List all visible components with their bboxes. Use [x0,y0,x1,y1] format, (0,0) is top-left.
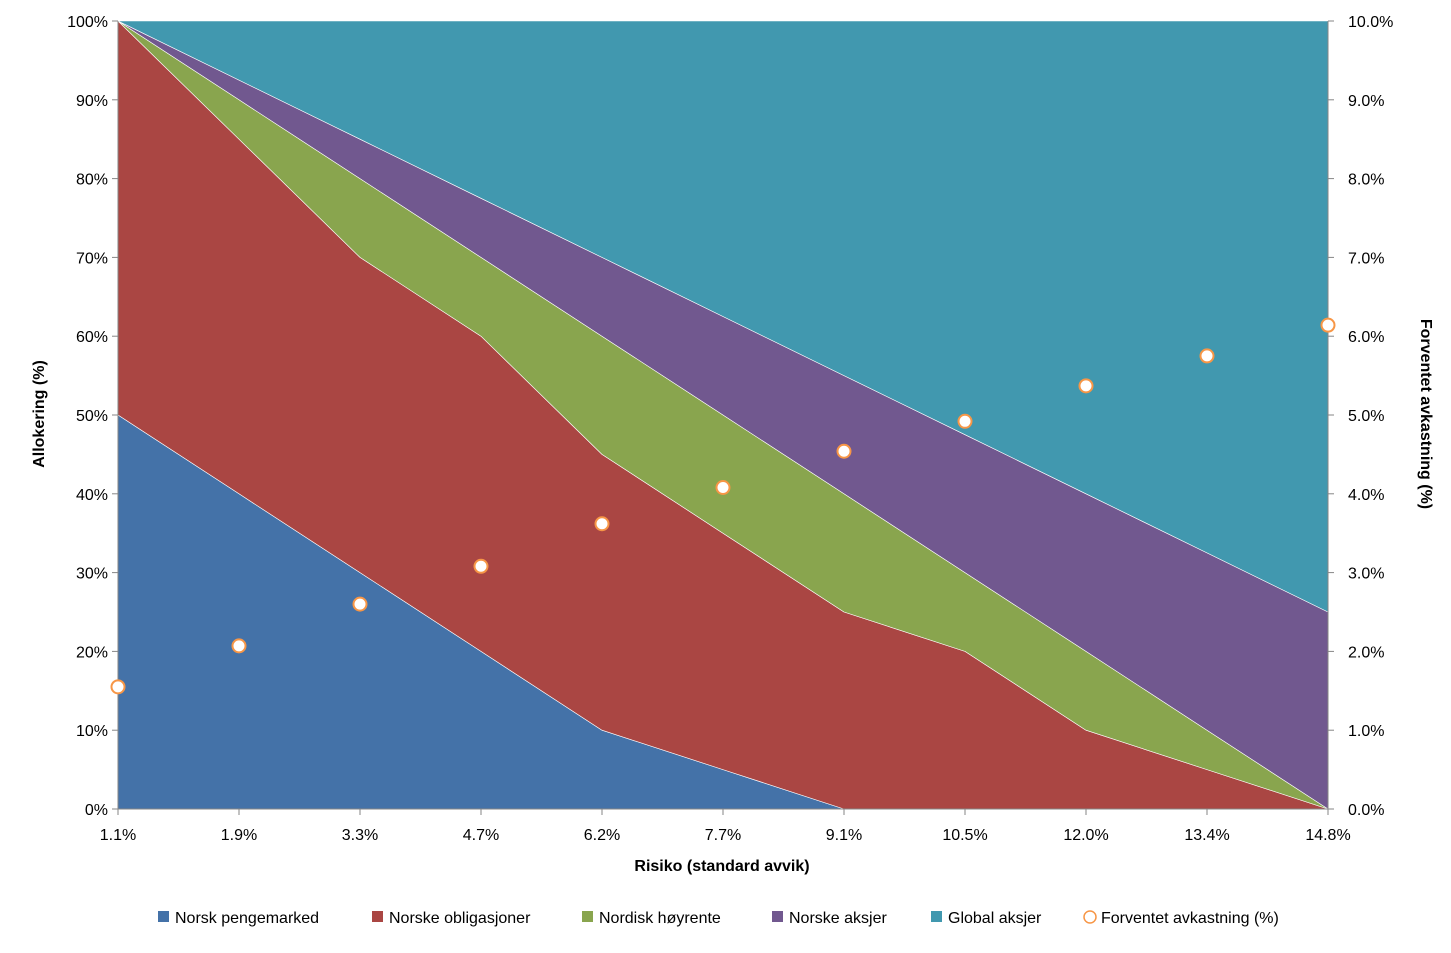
x-tick-label: 7.7% [705,827,741,844]
return-marker [110,679,126,695]
y-tick-label: 60% [76,329,108,346]
x-tick-label: 6.2% [584,827,620,844]
legend-label: Forventet avkastning (%) [1101,910,1279,927]
y2-tick-label: 0.0% [1348,802,1384,819]
legend-label: Norsk pengemarked [175,910,319,927]
y-tick-label: 90% [76,93,108,110]
y-tick-label: 100% [67,14,108,31]
legend-global-aksjer: Global aksjer [931,910,1042,927]
y-tick-label: 80% [76,172,108,189]
y2-tick-label: 7.0% [1348,250,1384,267]
return-marker [715,479,731,495]
y2-tick-label: 8.0% [1348,172,1384,189]
y2-tick-label: 9.0% [1348,93,1384,110]
y2-axis-title: Forventet avkastning (%) [1417,319,1434,509]
x-tick-label: 9.1% [826,827,862,844]
x-tick-label: 14.8% [1305,827,1350,844]
return-marker [473,558,489,574]
y-tick-label: 30% [76,566,108,583]
legend-swatch [931,911,942,922]
x-tick-label: 12.0% [1063,827,1108,844]
legend-forventet-avkastning: Forventet avkastning (%) [1083,910,1279,927]
legend-nordisk-hoyrente: Nordisk høyrente [582,910,721,927]
y2-tick-label: 3.0% [1348,566,1384,583]
stacked-areas [117,20,1329,810]
return-marker [957,413,973,429]
legend-swatch [372,911,383,922]
return-marker [836,443,852,459]
legend-label: Norske obligasjoner [389,910,531,927]
x-tick-label: 4.7% [463,827,499,844]
legend-swatch [582,911,593,922]
legend: Norsk pengemarked Norske obligasjoner Nord… [158,910,1279,927]
y2-tick-label: 2.0% [1348,644,1384,661]
legend-swatch [772,911,783,922]
return-marker [1078,378,1094,394]
y2-tick-label: 4.0% [1348,487,1384,504]
y-axis-title: Allokering (%) [31,360,48,468]
legend-label: Nordisk høyrente [599,910,721,927]
return-marker [231,638,247,654]
axes: 0% 10% 20% 30% 40% 50% 60% 70% 80% 90% 100% 0.0% 1.0… [67,14,1393,844]
x-tick-label: 13.4% [1184,827,1229,844]
legend-norske-aksjer: Norske aksjer [772,910,887,927]
x-tick-label: 3.3% [342,827,378,844]
return-marker [1199,348,1215,364]
return-marker [1320,317,1336,333]
x-tick-label: 1.9% [221,827,257,844]
y-tick-label: 0% [85,802,108,819]
x-axis-title: Risiko (standard avvik) [634,858,809,875]
return-marker [594,516,610,532]
x-tick-label: 1.1% [100,827,136,844]
y-tick-label: 40% [76,487,108,504]
y-tick-label: 20% [76,644,108,661]
y-tick-label: 50% [76,408,108,425]
return-markers [110,317,1336,695]
legend-marker [1083,910,1097,924]
legend-norske-obligasjoner: Norske obligasjoner [372,910,531,927]
legend-label: Global aksjer [948,910,1042,927]
y2-tick-label: 1.0% [1348,723,1384,740]
return-marker [352,596,368,612]
legend-label: Norske aksjer [789,910,887,927]
legend-norsk-pengemarked: Norsk pengemarked [158,910,319,927]
y2-tick-label: 6.0% [1348,329,1384,346]
y2-tick-label: 10.0% [1348,14,1393,31]
x-tick-label: 10.5% [942,827,987,844]
y2-tick-label: 5.0% [1348,408,1384,425]
y-tick-label: 70% [76,250,108,267]
y-tick-label: 10% [76,723,108,740]
legend-swatch [158,911,169,922]
